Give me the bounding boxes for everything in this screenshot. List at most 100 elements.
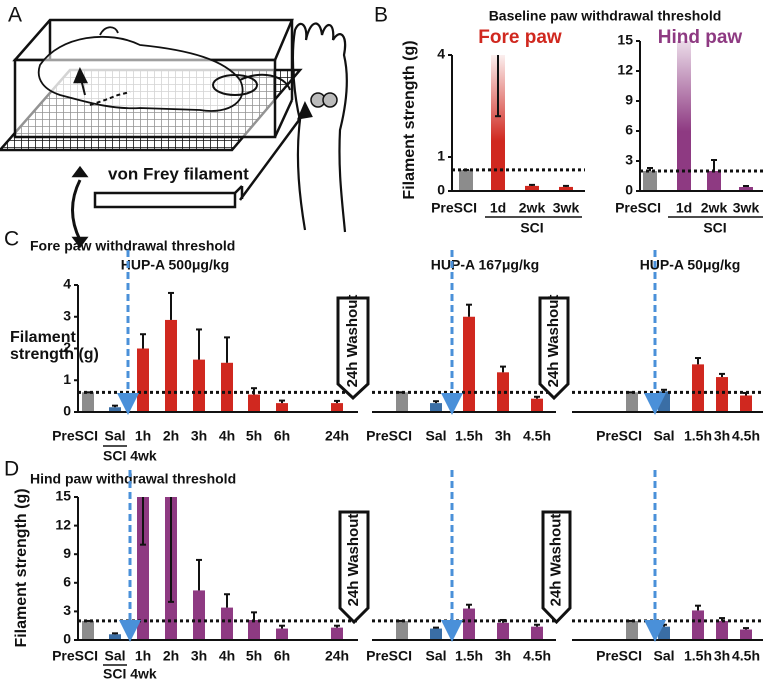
x-tick-label: PreSCI: [366, 428, 412, 444]
washout-box: [541, 510, 572, 625]
y-tick-label: 12: [55, 516, 71, 532]
arrow-head: [119, 620, 141, 642]
y-axis-label: strength (g): [10, 346, 99, 363]
bar: [692, 610, 704, 640]
x-tick-label: 1.5h: [455, 428, 483, 444]
x-tick-label: Sal: [653, 648, 674, 664]
annotation: 24h Washout: [545, 295, 562, 388]
plot: [82, 497, 343, 640]
x-tick-label: 4.5h: [732, 648, 760, 664]
bar: [82, 392, 94, 412]
y-tick-label: 1: [437, 148, 445, 164]
bar: [716, 377, 728, 412]
plot: [82, 291, 343, 412]
y-tick-label: 1: [63, 371, 71, 387]
chart-title: HUP-A 50μg/kg: [640, 257, 741, 273]
x-tick-label: 2h: [163, 428, 179, 444]
x-tick-label: Sal: [104, 648, 125, 664]
y-tick-label: 15: [55, 488, 71, 504]
x-tick-label: PreSCI: [596, 648, 642, 664]
y-tick-label: 0: [437, 182, 445, 198]
y-tick-label: 4: [63, 276, 71, 292]
chart-title: Hind paw: [658, 27, 743, 48]
x-tick-label: 2h: [163, 648, 179, 664]
bar: [221, 607, 233, 640]
arrow-head: [117, 393, 139, 415]
x-tick-label: 5h: [246, 428, 262, 444]
x-tick-label: 6h: [274, 648, 290, 664]
x-tick-label: PreSCI: [596, 428, 642, 444]
bar: [165, 319, 177, 412]
bar: [82, 620, 94, 640]
bar: [137, 348, 149, 412]
plot: [643, 41, 753, 191]
bar: [430, 628, 442, 640]
x-tick-label: 4h: [219, 428, 235, 444]
bar: [193, 359, 205, 412]
group-label: SCI 4wk: [103, 666, 157, 682]
y-tick-label: 15: [617, 32, 633, 48]
bar: [626, 392, 638, 412]
bar: [221, 362, 233, 412]
illustration: [0, 18, 348, 249]
y-axis-label: Filament: [10, 329, 76, 346]
x-tick-label: PreSCI: [366, 648, 412, 664]
y-tick-label: 9: [625, 92, 633, 108]
x-tick-label: 1.5h: [455, 648, 483, 664]
bar: [740, 629, 752, 640]
y-tick-label: 6: [625, 122, 633, 138]
chart-title: HUP-A 500μg/kg: [121, 257, 229, 273]
chart-title: Fore paw: [478, 27, 562, 48]
y-axis-label: Filament strength (g): [13, 488, 30, 647]
x-tick-label: 3h: [495, 648, 511, 664]
bar: [193, 590, 205, 640]
x-tick-label: PreSCI: [431, 200, 477, 216]
y-axis-label: Filament strength (g): [401, 40, 418, 199]
x-tick-label: 1.5h: [684, 648, 712, 664]
bar: [497, 372, 509, 412]
y-tick-label: 3: [63, 602, 71, 618]
bar: [707, 171, 721, 191]
x-tick-label: PreSCI: [52, 428, 98, 444]
washout-box: [336, 296, 370, 401]
bar: [626, 620, 638, 640]
x-tick-label: 2wk: [701, 200, 728, 216]
bar: [463, 316, 475, 412]
x-tick-label: 6h: [274, 428, 290, 444]
washout-box: [338, 510, 370, 625]
x-tick-label: 1d: [490, 200, 506, 216]
annotation: 24h Washout: [547, 514, 564, 607]
y-tick-label: 0: [63, 631, 71, 647]
x-tick-label: PreSCI: [615, 200, 661, 216]
bar: [463, 608, 475, 640]
y-tick-label: 4: [437, 46, 445, 62]
y-tick-label: 3: [63, 307, 71, 323]
x-tick-label: Sal: [653, 428, 674, 444]
bar: [137, 497, 149, 640]
bar: [643, 171, 657, 191]
panel-letter: A: [8, 4, 22, 27]
bar: [740, 395, 752, 412]
x-tick-label: 4.5h: [732, 428, 760, 444]
x-tick-label: 3h: [714, 428, 730, 444]
y-tick-label: 9: [63, 545, 71, 561]
washout-box: [538, 296, 570, 401]
y-tick-label: 2: [63, 339, 71, 355]
x-tick-label: 3h: [191, 648, 207, 664]
panel-title: Hind paw withdrawal threshold: [30, 471, 236, 487]
x-tick-label: Sal: [425, 648, 446, 664]
bar: [331, 403, 343, 412]
plot: [396, 303, 543, 412]
plot: [459, 55, 573, 192]
x-tick-label: 3wk: [553, 200, 580, 216]
arrow-head: [441, 620, 463, 642]
x-tick-label: PreSCI: [52, 648, 98, 664]
bar: [109, 634, 121, 640]
annotation: 24h Washout: [345, 514, 362, 607]
x-tick-label: 4h: [219, 648, 235, 664]
bar: [248, 394, 260, 412]
plot: [626, 604, 752, 640]
x-tick-label: 5h: [246, 648, 262, 664]
bar: [276, 628, 288, 640]
